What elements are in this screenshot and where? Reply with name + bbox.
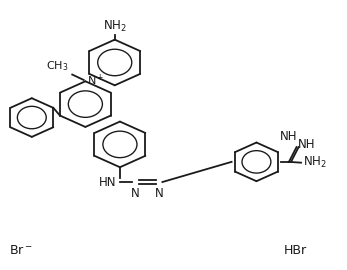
Text: NH: NH [280,130,298,143]
Text: NH: NH [298,139,315,151]
Text: N$^+$: N$^+$ [87,73,105,88]
Text: Br$^-$: Br$^-$ [9,244,33,257]
Text: HN: HN [99,176,117,188]
Text: NH$_2$: NH$_2$ [103,19,127,34]
Text: NH$_2$: NH$_2$ [303,155,327,170]
Text: N: N [131,187,140,200]
Text: N: N [155,187,163,200]
Text: CH$_3$: CH$_3$ [45,59,68,73]
Text: HBr: HBr [284,244,307,257]
